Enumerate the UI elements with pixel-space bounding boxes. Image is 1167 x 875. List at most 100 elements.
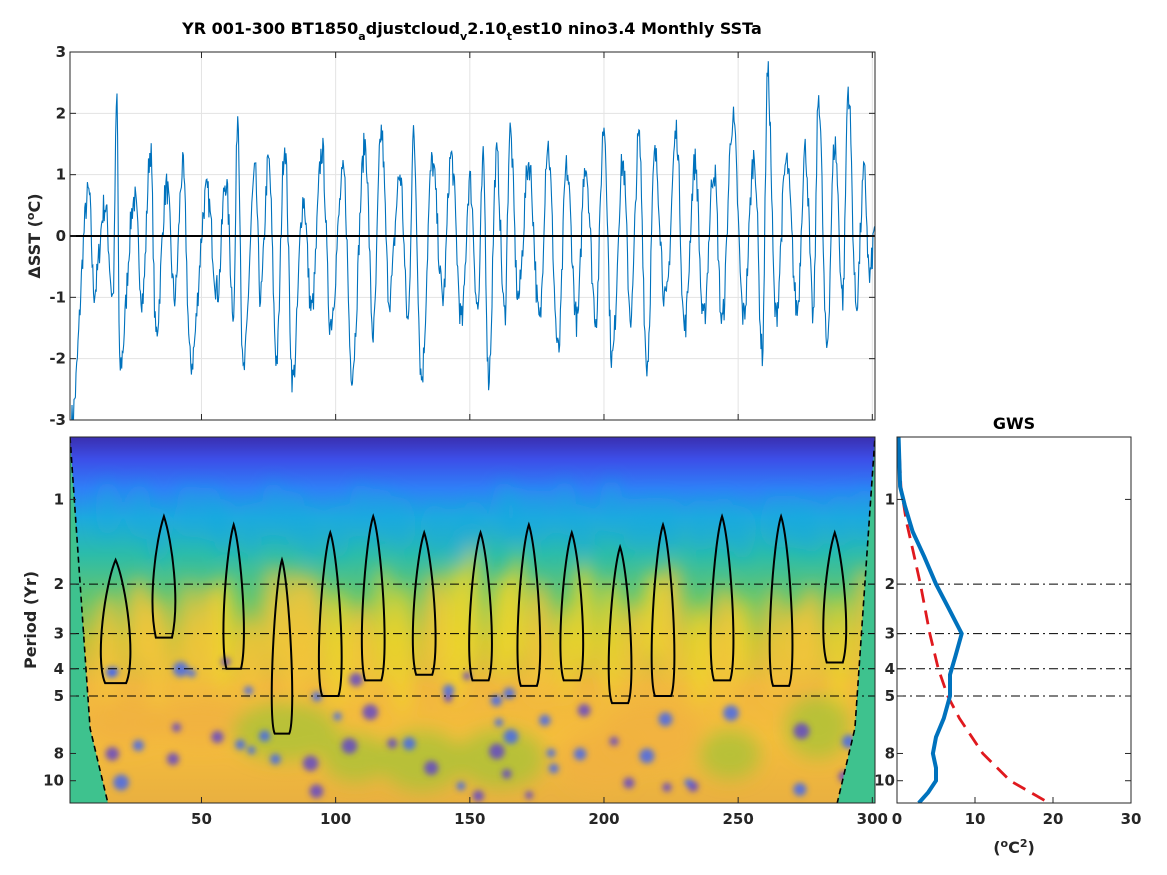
- power-blob: [179, 578, 198, 701]
- power-dot: [494, 718, 504, 727]
- significance-contour: [468, 529, 493, 682]
- wavelet-y-axis-label: Period (Yr): [21, 571, 40, 669]
- power-dot: [463, 671, 472, 681]
- significance-contour: [99, 557, 132, 685]
- power-dot: [341, 738, 358, 754]
- power-dot: [546, 748, 556, 758]
- power-blob: [182, 483, 195, 540]
- power-dot: [488, 743, 505, 760]
- power-dot: [235, 739, 246, 750]
- power-blob: [152, 506, 165, 563]
- power-dot: [793, 723, 810, 740]
- gws-spectrum-line: [897, 437, 964, 803]
- y-tick-label: 3: [56, 43, 66, 61]
- y-tick-label: 5: [54, 687, 64, 705]
- significance-contour: [822, 529, 848, 664]
- power-blob: [326, 588, 349, 710]
- power-dot: [723, 705, 739, 721]
- power-dot: [472, 790, 485, 802]
- y-tick-label: 5: [885, 687, 895, 705]
- gws-panel: 1 2 3 4 5 8 10 0 10 20 30 GWS (oC2): [874, 414, 1141, 857]
- y-tick-label: 1: [54, 490, 64, 508]
- x-tick-label: 100: [320, 810, 351, 828]
- power-blob: [625, 602, 644, 689]
- power-dot: [311, 691, 323, 702]
- x-tick-label: 50: [191, 810, 212, 828]
- significance-contour: [360, 513, 386, 682]
- y-tick-label: 8: [885, 744, 895, 762]
- power-dot: [539, 714, 551, 727]
- power-blob: [288, 489, 301, 546]
- y-tick-label: 0: [56, 227, 66, 245]
- significance-contour: [607, 543, 633, 705]
- power-blob: [218, 499, 231, 556]
- significance-contour: [709, 513, 735, 682]
- x-tick-label: 300: [857, 810, 888, 828]
- y-tick-label: 2: [885, 575, 895, 593]
- title-part: t: [507, 30, 512, 43]
- power-blob: [605, 478, 618, 535]
- title-part: est10 nino3.4 Monthly SSTa: [512, 19, 762, 38]
- ssta-series-line: [71, 61, 875, 420]
- x-tick-label: 20: [1043, 810, 1064, 828]
- power-blob: [572, 562, 595, 673]
- power-dot: [333, 712, 342, 721]
- power-dot: [258, 730, 271, 742]
- y-tick-label: 4: [54, 660, 64, 678]
- power-blob: [300, 572, 325, 685]
- power-blob: [805, 498, 818, 555]
- power-dot: [623, 777, 635, 789]
- power-dot: [577, 703, 591, 717]
- power-dot: [105, 746, 120, 761]
- title-part: 2.10: [467, 19, 506, 38]
- chart-title: YR 001-300 BT1850adjustcloudv2.10test10 …: [181, 19, 762, 43]
- power-blob: [428, 502, 441, 559]
- x-tick-label: 200: [588, 810, 619, 828]
- y-tick-label: 2: [54, 575, 64, 593]
- x-tick-label: 150: [454, 810, 485, 828]
- power-blob: [533, 487, 546, 544]
- power-dot: [662, 782, 672, 792]
- power-blob: [444, 563, 469, 703]
- power-dot: [442, 684, 455, 696]
- significance-contour: [516, 521, 542, 687]
- y-tick-label: 4: [885, 660, 895, 678]
- gws-title: GWS: [993, 414, 1035, 433]
- power-blob: [376, 487, 389, 544]
- power-dot: [171, 722, 182, 733]
- power-blob: [101, 480, 114, 537]
- power-dot: [105, 667, 117, 678]
- title-part: a: [358, 30, 365, 43]
- power-blob: [800, 585, 823, 684]
- power-blob: [647, 495, 660, 552]
- power-dot: [362, 704, 379, 720]
- y-tick-label: 3: [885, 625, 895, 643]
- power-blob: [665, 496, 678, 553]
- power-blob: [628, 497, 641, 554]
- power-dot: [244, 686, 254, 696]
- gws-x-axis-label: (oC2): [993, 837, 1035, 857]
- power-dot: [270, 753, 281, 765]
- title-part: djustcloud: [366, 19, 460, 38]
- power-dot: [793, 782, 807, 797]
- significance-contour: [650, 521, 676, 698]
- x-tick-label: 250: [722, 810, 753, 828]
- power-blob: [232, 702, 339, 762]
- power-blob: [858, 487, 871, 544]
- power-dot: [609, 736, 619, 746]
- power-dot: [490, 694, 503, 707]
- power-blob: [244, 501, 257, 558]
- x-tick-label: 10: [965, 810, 986, 828]
- wavelet-panel: 1 2 3 4 5 8 10 50 100 150 200 250 300 Period (Yr): [21, 436, 888, 828]
- power-blob: [497, 480, 510, 537]
- significance-contour: [317, 529, 343, 698]
- power-dot: [309, 784, 324, 799]
- power-blob: [712, 585, 736, 715]
- power-dot: [132, 739, 144, 752]
- y-tick-label: 2: [56, 104, 66, 122]
- y-tick-label: -3: [49, 411, 66, 429]
- significance-contour: [222, 521, 245, 670]
- power-dot: [387, 738, 398, 749]
- power-dot: [525, 791, 534, 800]
- power-blob: [511, 486, 524, 543]
